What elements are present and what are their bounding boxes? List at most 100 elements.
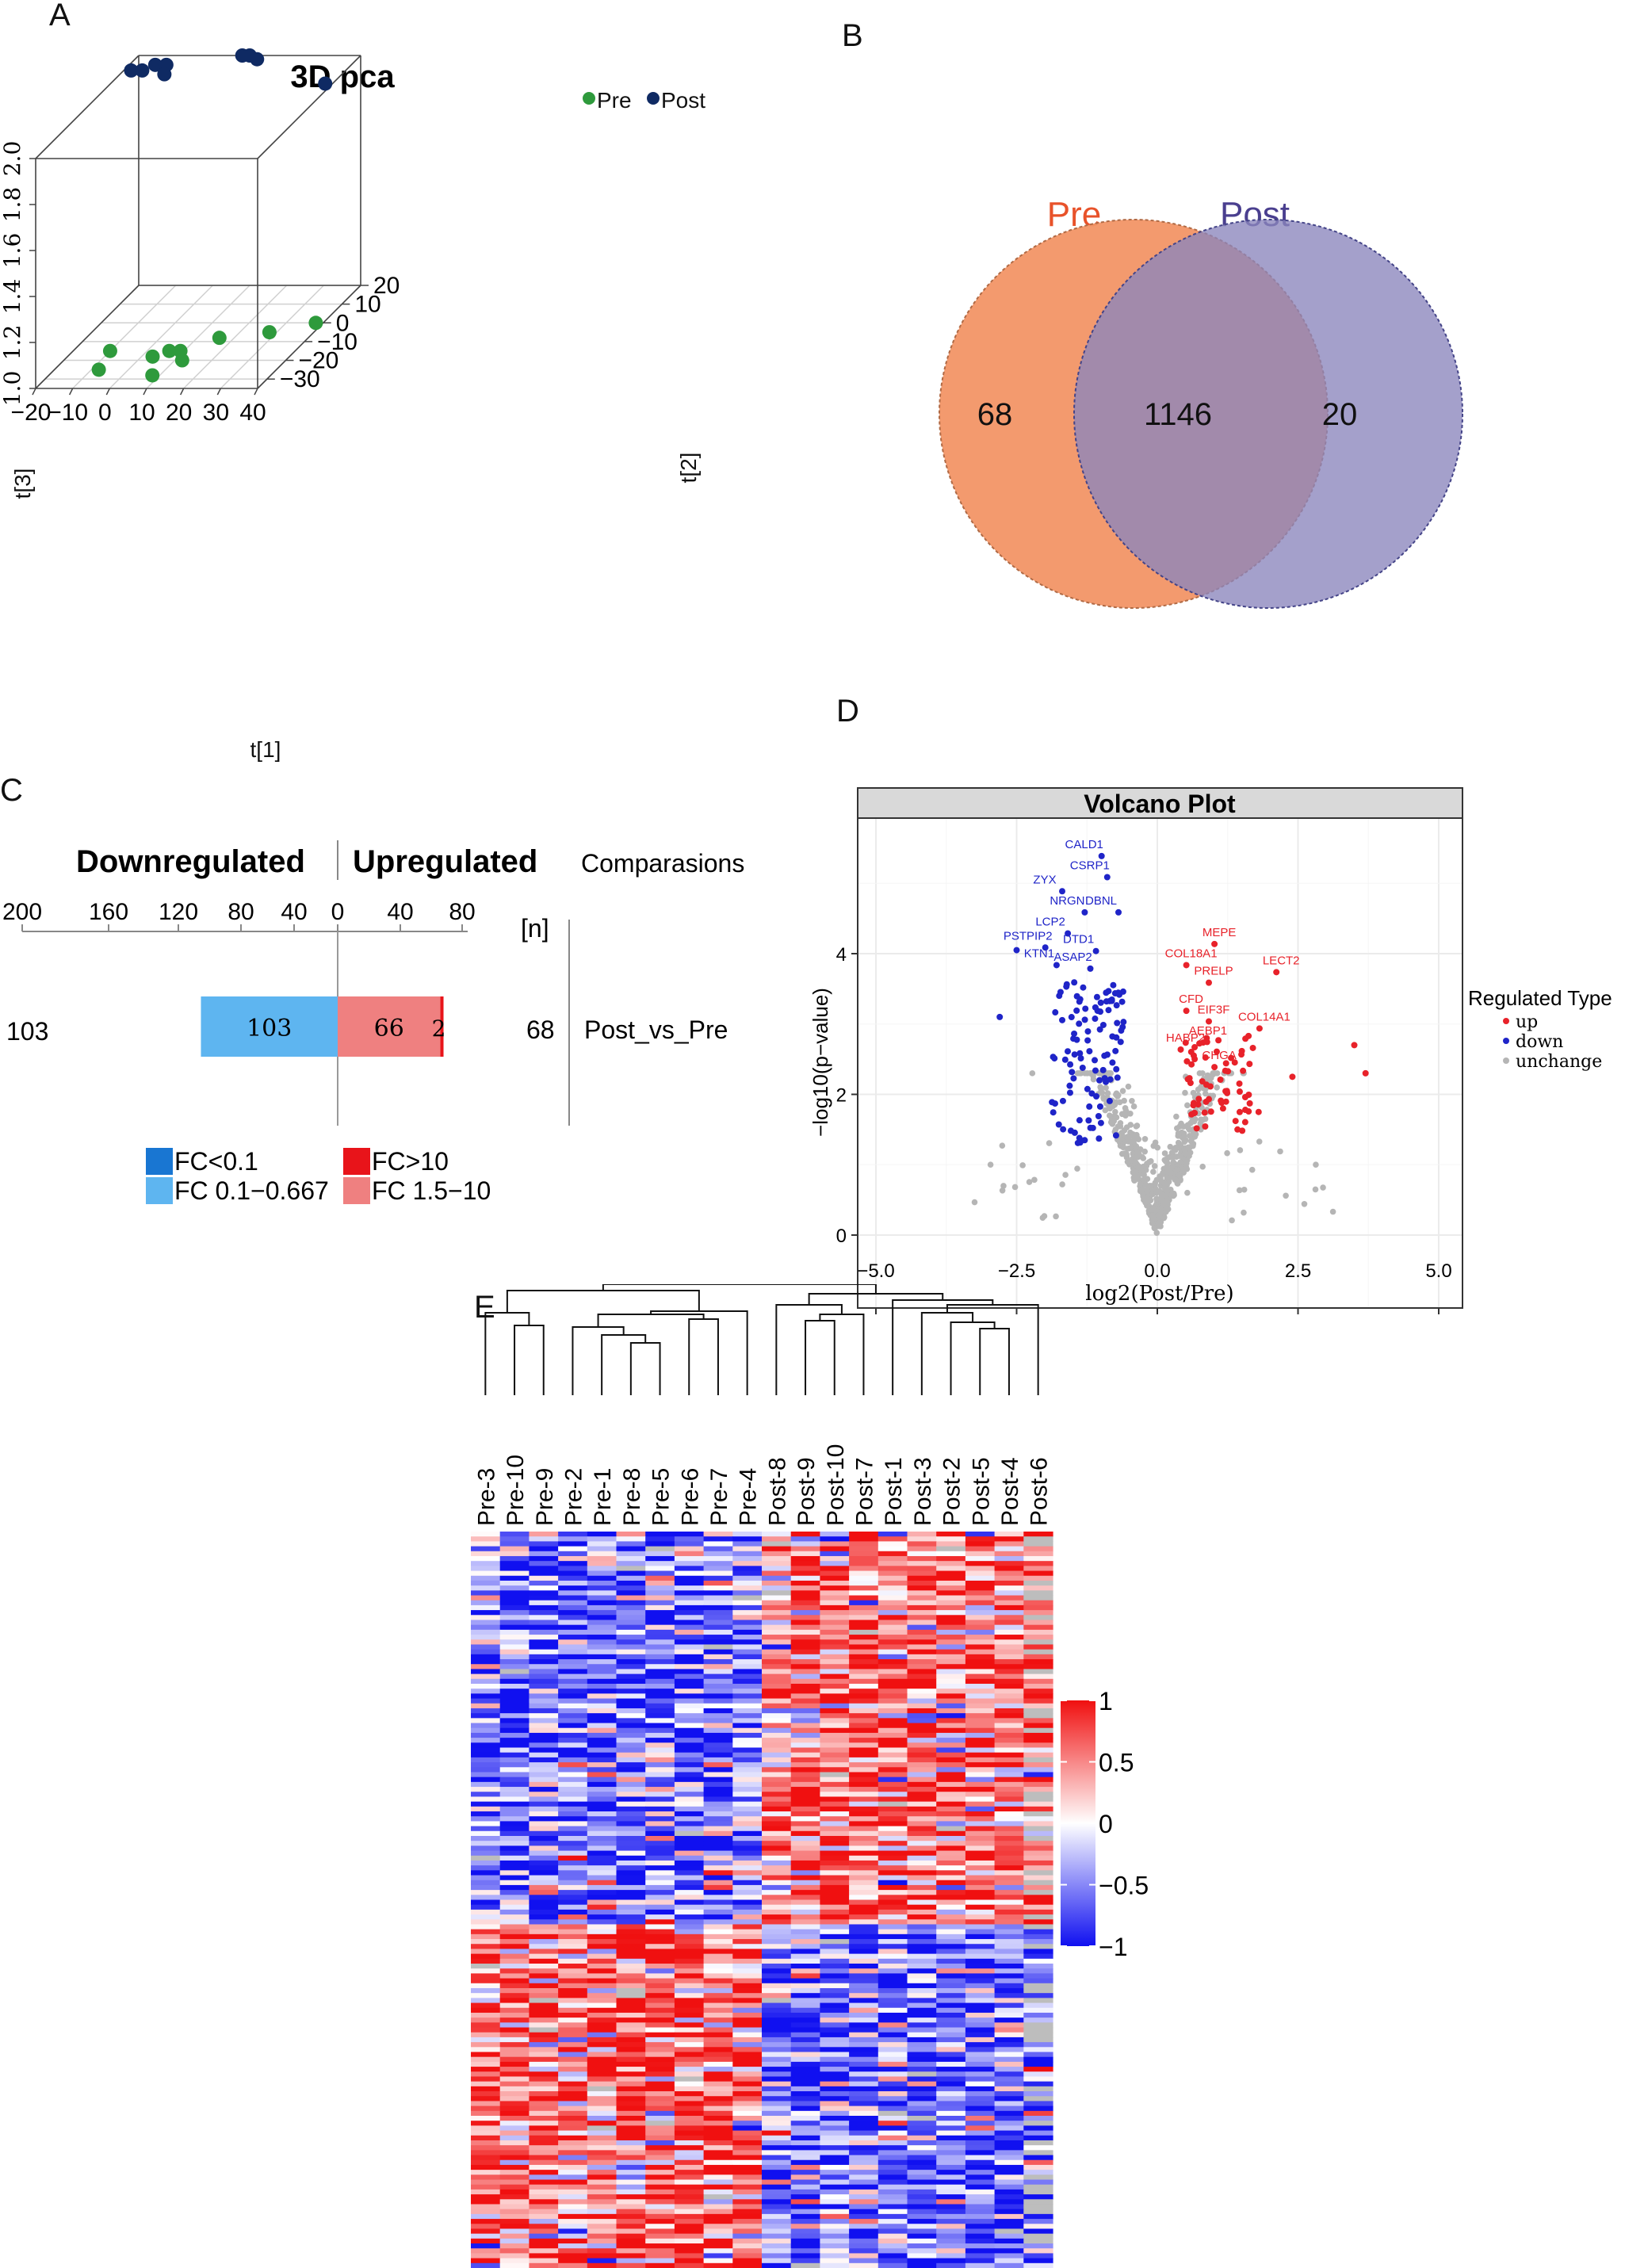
- heatmap-cell: [703, 1595, 733, 1601]
- heatmap-cell: [674, 1875, 705, 1881]
- heatmap-cell: [732, 1983, 763, 1989]
- heatmap-cell: [790, 2081, 820, 2087]
- heatmap-cell: [499, 1555, 530, 1562]
- heatmap-cell: [936, 1585, 966, 1591]
- heatmap-cell: [820, 2145, 850, 2151]
- heatmap-cell: [965, 1639, 996, 1646]
- heatmap-cell: [587, 1610, 618, 1616]
- heatmap-cell: [703, 2145, 733, 2151]
- heatmap-cell: [994, 2209, 1024, 2215]
- heatmap-cell: [790, 1875, 820, 1881]
- volcano-point-unchange: [1150, 1168, 1157, 1175]
- heatmap-cell: [471, 2096, 501, 2102]
- heatmap-cell: [878, 1816, 908, 1822]
- heatmap-cell: [616, 2012, 646, 2018]
- heatmap-cell: [616, 1958, 646, 1964]
- heatmap-cell: [820, 1895, 850, 1901]
- heatmap-cell: [616, 1604, 646, 1611]
- heatmap-cell: [965, 1659, 996, 1665]
- volcano-point-unchange: [1174, 1125, 1180, 1132]
- heatmap-cell: [849, 2076, 879, 2083]
- heatmap-cell: [936, 1870, 966, 1876]
- heatmap-cell: [762, 2032, 792, 2038]
- heatmap-cell: [732, 1738, 763, 1743]
- heatmap-cell: [936, 1830, 966, 1837]
- heatmap-cell: [587, 1635, 618, 1640]
- heatmap-cell: [994, 1796, 1024, 1803]
- heatmap-cell: [907, 1673, 937, 1680]
- heatmap-cell: [674, 1713, 705, 1719]
- heatmap-cell: [936, 2179, 966, 2186]
- heatmap-cell: [616, 1742, 646, 1749]
- heatmap-cell: [790, 2052, 820, 2058]
- heatmap-cell: [645, 1806, 675, 1812]
- heatmap-cell: [674, 1821, 705, 1827]
- heatmap-cell: [732, 1566, 763, 1572]
- heatmap-cell: [645, 1620, 675, 1626]
- heatmap-cell: [471, 1811, 501, 1817]
- heatmap-cell: [965, 2140, 996, 2146]
- heatmap-cell: [558, 1585, 588, 1591]
- pca-x-tick-label: 40: [239, 400, 266, 426]
- heatmap-cell: [907, 1727, 937, 1734]
- heatmap-cell: [762, 1649, 792, 1655]
- heatmap-cell: [849, 2027, 879, 2033]
- heatmap-cell: [499, 1944, 530, 1950]
- heatmap-cell: [820, 1649, 850, 1655]
- venn-count-pre-only: 68: [977, 397, 1013, 432]
- heatmap-cell: [499, 1664, 530, 1670]
- heatmap-cell: [558, 1673, 588, 1680]
- heatmap-cell: [907, 1964, 937, 1969]
- heatmap-cell: [471, 1732, 501, 1738]
- volcano-point-unchange: [1156, 1220, 1163, 1226]
- heatmap-cell: [849, 1604, 879, 1611]
- heatmap-cell: [965, 1870, 996, 1876]
- heatmap-cell: [732, 2219, 763, 2224]
- heatmap-cell: [674, 1777, 705, 1783]
- heatmap-cell: [965, 2017, 996, 2023]
- volcano-point-unchange: [1158, 1193, 1165, 1199]
- heatmap-cell: [587, 1870, 618, 1876]
- heatmap-cell: [703, 1796, 733, 1803]
- heatmap-cell: [645, 1890, 675, 1895]
- heatmap-cell: [820, 1600, 850, 1606]
- heatmap-cell: [820, 1629, 850, 1635]
- heatmap-cell: [994, 2140, 1024, 2146]
- heatmap-cell: [703, 2224, 733, 2230]
- heatmap-cell: [529, 1870, 559, 1876]
- volcano-point-unchange: [1053, 1213, 1059, 1220]
- heatmap-cell: [790, 2248, 820, 2255]
- heatmap-cell: [703, 1973, 733, 1979]
- heatmap-cell: [936, 1939, 966, 1945]
- volcano-point-down: [1063, 983, 1070, 990]
- heatmap-cell: [645, 1635, 675, 1640]
- heatmap-cell: [645, 1639, 675, 1646]
- heatmap-cell: [558, 1875, 588, 1881]
- heatmap-cell: [762, 2262, 792, 2268]
- heatmap-cell: [1023, 1723, 1053, 1729]
- volcano-point-up: [1206, 979, 1212, 986]
- heatmap-cell: [529, 1949, 559, 1955]
- heatmap-cell: [558, 1546, 588, 1552]
- volcano-point-unchange: [1145, 1159, 1153, 1165]
- heatmap-cell: [936, 1787, 966, 1792]
- heatmap-cell: [471, 1855, 501, 1861]
- heatmap-cell: [878, 1615, 908, 1621]
- header-downregulated: Downregulated: [76, 844, 305, 879]
- heatmap-cell: [703, 1620, 733, 1626]
- heatmap-cell: [529, 1698, 559, 1704]
- heatmap-cell: [1023, 1604, 1053, 1611]
- heatmap-cell: [936, 2150, 966, 2156]
- heatmap-cell: [645, 1727, 675, 1734]
- heatmap-cell: [790, 1541, 820, 1547]
- pca-point-pre: [174, 353, 189, 368]
- heatmap-cell: [616, 1659, 646, 1665]
- heatmap-cell: [703, 1909, 733, 1915]
- heatmap-cell: [587, 2042, 618, 2048]
- heatmap-cell: [762, 2184, 792, 2190]
- heatmap-cell: [907, 2130, 937, 2136]
- heatmap-cell: [1023, 2179, 1053, 2186]
- heatmap-cell: [529, 1620, 559, 1626]
- heatmap-cell: [994, 2135, 1024, 2141]
- pca-x-tick: [143, 388, 147, 396]
